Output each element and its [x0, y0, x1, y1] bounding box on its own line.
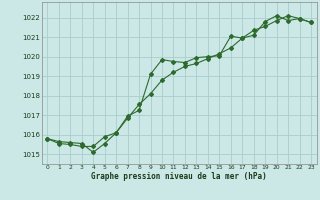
- X-axis label: Graphe pression niveau de la mer (hPa): Graphe pression niveau de la mer (hPa): [91, 172, 267, 181]
